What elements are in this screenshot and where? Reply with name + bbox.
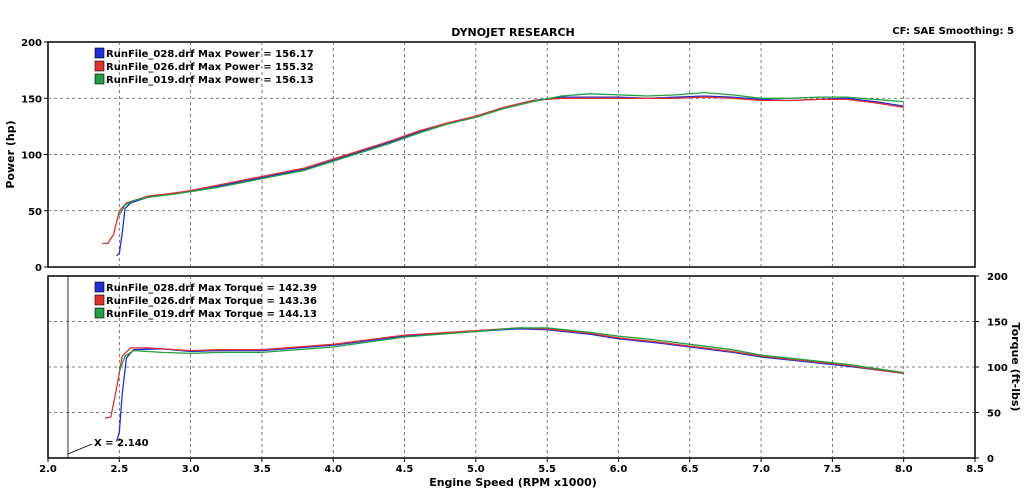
torque-y-tick-label: 0 — [987, 454, 994, 465]
cursor-marker[interactable]: X = 2.140 — [67, 276, 149, 458]
power-y-tick-label: 100 — [21, 151, 42, 162]
torque-legend-entry-run_019: RunFile_019.drf Max Torque = 144.13 — [106, 309, 317, 320]
x-tick-label: 7.5 — [824, 464, 842, 475]
chart-title: DYNOJET RESEARCH — [451, 26, 574, 39]
x-tick-label: 2.0 — [39, 464, 57, 475]
x-tick-label: 4.0 — [324, 464, 342, 475]
torque-series-lines — [104, 327, 904, 442]
x-tick-label: 6.5 — [681, 464, 699, 475]
power-legend-swatch-run_026 — [94, 60, 105, 72]
torque-y-tick-label: 200 — [987, 272, 1008, 283]
x-tick-label: 4.5 — [396, 464, 414, 475]
torque-y-ticks: 0 50 100 150 200 — [975, 272, 1008, 465]
power-y-ticks: 0 50 100 150 200 — [21, 38, 48, 274]
cursor-label: X = 2.140 — [94, 438, 149, 449]
power-grid — [48, 42, 975, 267]
power-series-run_019 — [118, 91, 904, 216]
power-series-lines — [102, 91, 904, 257]
x-tick-label: 3.5 — [253, 464, 271, 475]
power-legend: RunFile_028.drf Max Power = 156.17 RunFil… — [94, 47, 314, 86]
power-y-tick-label: 200 — [21, 38, 42, 49]
x-tick-label: 2.5 — [110, 464, 128, 475]
torque-legend-entry-run_026: RunFile_026.drf Max Torque = 143.36 — [106, 296, 317, 307]
torque-grid — [48, 276, 975, 458]
x-tick-label: 5.0 — [467, 464, 485, 475]
torque-y-tick-label: 150 — [987, 318, 1008, 329]
x-tick-label: 7.0 — [752, 464, 770, 475]
power-legend-entry-run_026: RunFile_026.drf Max Power = 155.32 — [106, 62, 314, 73]
torque-series-run_019 — [118, 327, 904, 374]
x-tick-label: 5.5 — [538, 464, 556, 475]
x-axis-ticks: 2.0 2.5 3.0 3.5 4.0 4.5 5.0 5.5 6.0 6.5 7.0 7.5 8.0 8… — [39, 458, 984, 475]
power-legend-entry-run_019: RunFile_019.drf Max Power = 156.13 — [106, 75, 314, 86]
x-tick-label: 6.0 — [610, 464, 628, 475]
power-series-run_026 — [102, 96, 904, 245]
torque-y-axis-label: Torque (ft-lbs) — [1009, 323, 1022, 412]
torque-legend-swatch-run_026 — [94, 294, 105, 306]
cursor-pointer — [67, 443, 93, 455]
torque-legend-entry-run_028: RunFile_028.drf Max Torque = 142.39 — [106, 283, 317, 294]
torque-legend: RunFile_028.drf Max Torque = 142.39 RunFi… — [94, 281, 317, 320]
torque-y-tick-label: 100 — [987, 363, 1008, 374]
power-legend-swatch-run_019 — [94, 73, 105, 85]
torque-legend-swatch-run_028 — [94, 281, 105, 293]
power-legend-entry-run_028: RunFile_028.drf Max Power = 156.17 — [106, 49, 314, 60]
power-y-tick-label: 50 — [28, 207, 42, 218]
power-y-tick-label: 0 — [35, 263, 42, 274]
x-axis-label: Engine Speed (RPM x1000) — [429, 476, 597, 489]
x-tick-label: 3.0 — [182, 464, 200, 475]
power-legend-swatch-run_028 — [94, 47, 105, 59]
power-y-tick-label: 150 — [21, 94, 42, 105]
settings-label: CF: SAE Smoothing: 5 — [892, 26, 1014, 37]
power-y-axis-label: Power (hp) — [4, 120, 17, 188]
torque-y-tick-label: 50 — [987, 409, 1001, 420]
x-tick-label: 8.5 — [966, 464, 984, 475]
torque-legend-swatch-run_019 — [94, 307, 105, 319]
x-tick-label: 8.0 — [895, 464, 913, 475]
torque-series-run_026 — [104, 327, 904, 419]
